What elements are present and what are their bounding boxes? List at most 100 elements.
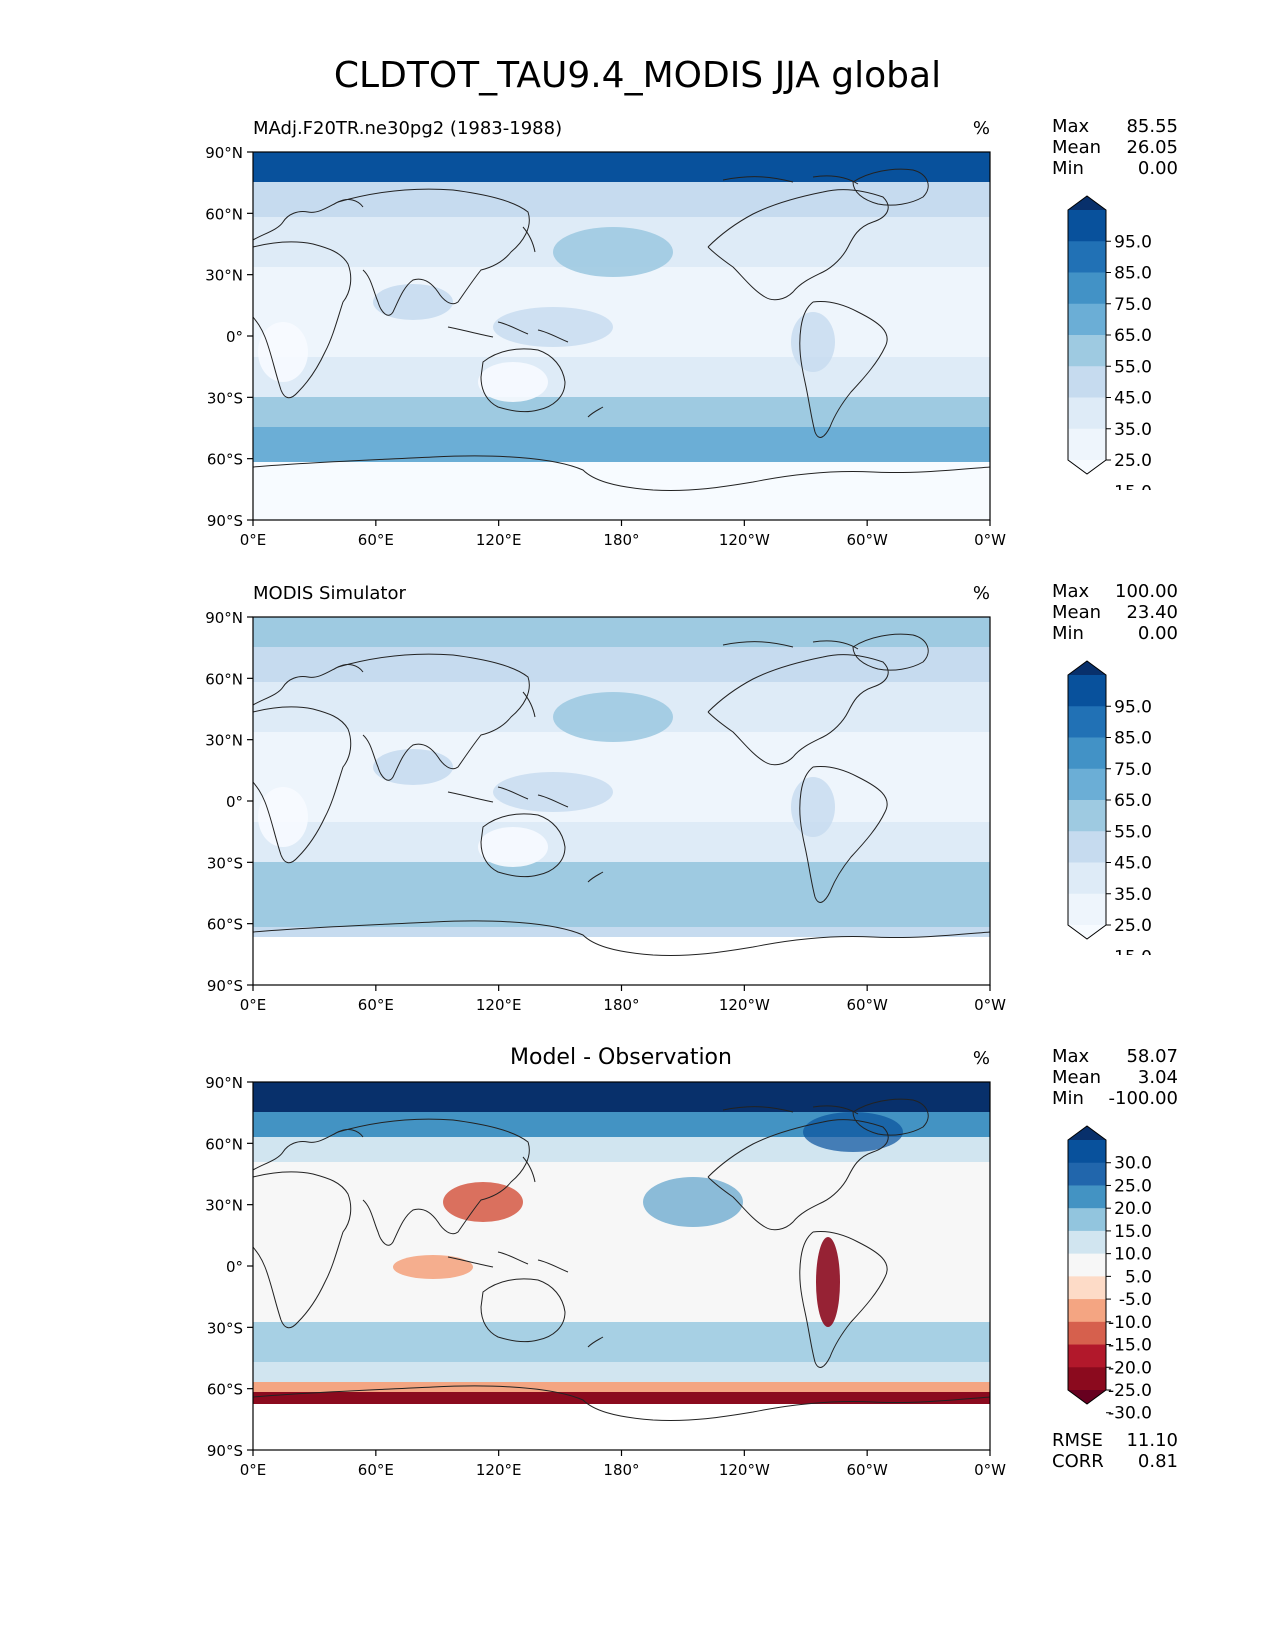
field-blob <box>373 284 453 320</box>
stat-max-value: 58.07 <box>1126 1046 1178 1067</box>
field-band <box>253 397 990 427</box>
stat-mean-label: Mean <box>1052 1067 1102 1088</box>
field-band <box>253 1404 990 1450</box>
colorbar-segment <box>1068 893 1106 926</box>
colorbar-segment <box>1068 768 1106 801</box>
field-band <box>253 617 990 647</box>
colorbar-label: 30.0 <box>1114 1154 1152 1174</box>
stat-min-value: 0.00 <box>1137 623 1178 644</box>
field-blob <box>803 1112 903 1152</box>
colorbar-segment <box>1068 800 1106 832</box>
colorbar-label: 95.0 <box>1114 697 1152 717</box>
field-blob <box>816 1237 840 1327</box>
map-panel-diff: Model - Observation % 90°N 60°N 30°N 0° 30°S… <box>205 1045 1006 1479</box>
lat-tick-label: 60°S <box>207 451 243 469</box>
lon-tick-label: 60°E <box>358 1461 394 1479</box>
panel-units: % <box>973 118 990 139</box>
corr-label: CORR <box>1052 1451 1104 1472</box>
colorbar-segment <box>1068 1162 1106 1186</box>
colorbar-segment <box>1068 1253 1106 1277</box>
lon-tick-label: 60°W <box>846 1461 888 1479</box>
field-blob <box>493 772 613 812</box>
lat-tick-label: 30°N <box>205 732 243 750</box>
colorbar-label: 15.0 <box>1114 482 1152 490</box>
colorbar-extend-bottom <box>1068 460 1106 474</box>
map-panel-model: MAdj.F20TR.ne30pg2 (1983-1988) % 90°N 60°… <box>205 118 1006 549</box>
lat-tick-label: 90°S <box>207 512 243 530</box>
map-field <box>253 1082 990 1450</box>
field-band <box>253 927 990 937</box>
colorbar-label: -5.0 <box>1119 1290 1152 1310</box>
field-blob <box>258 322 308 382</box>
lat-tick-label: 60°N <box>205 670 243 688</box>
field-band <box>253 427 990 462</box>
lon-tick-label: 0°E <box>240 996 267 1014</box>
colorbar-label: 75.0 <box>1114 760 1152 780</box>
lat-tick-label: 0° <box>226 328 243 346</box>
lat-tick-label: 30°N <box>205 1197 243 1215</box>
colorbar-extend-bottom <box>1068 1390 1106 1404</box>
colorbar-extend-bottom <box>1068 925 1106 939</box>
colorbar-label: 15.0 <box>1114 1222 1152 1242</box>
lat-tick-label: 60°N <box>205 205 243 223</box>
rmse-label: RMSE <box>1052 1430 1103 1451</box>
field-blob <box>493 307 613 347</box>
lon-tick-label: 120°E <box>476 1461 522 1479</box>
stat-mean-value: 3.04 <box>1137 1067 1178 1088</box>
lon-tick-label: 120°E <box>476 996 522 1014</box>
colorbar-model: 95.085.075.065.055.045.035.025.015.05.0 <box>1067 195 1152 490</box>
rmse-value: 11.10 <box>1126 1430 1178 1451</box>
field-band <box>253 182 990 217</box>
colorbar-label: 55.0 <box>1114 822 1152 842</box>
colorbar-segment <box>1068 1140 1106 1164</box>
stats-box-diff: Max 58.07 Mean 3.04 Min -100.00 <box>1052 1046 1178 1109</box>
colorbar-label: 25.0 <box>1114 916 1152 936</box>
field-blob <box>478 362 548 402</box>
colorbar-segment <box>1068 1321 1106 1346</box>
figure-title: CLDTOT_TAU9.4_MODIS JJA global <box>333 55 942 96</box>
panel-center-title: Model - Observation <box>510 1045 732 1070</box>
lon-tick-label: 180° <box>603 1461 639 1479</box>
colorbar-segment <box>1068 675 1106 707</box>
colorbar-label: -30.0 <box>1108 1404 1152 1420</box>
colorbar-segment <box>1068 366 1106 398</box>
colorbar-label: 65.0 <box>1114 326 1152 346</box>
stat-min-value: -100.00 <box>1108 1088 1178 1109</box>
lat-tick-label: 60°S <box>207 916 243 934</box>
colorbar-segment <box>1068 428 1106 461</box>
field-band <box>253 462 990 520</box>
lat-tick-label: 90°S <box>207 977 243 995</box>
lat-tick-label: 60°N <box>205 1135 243 1153</box>
lat-tick-label: 90°N <box>205 609 243 627</box>
field-blob <box>791 312 835 372</box>
lon-tick-label: 120°E <box>476 531 522 549</box>
lon-tick-label: 0°W <box>974 531 1006 549</box>
colorbar-label: 75.0 <box>1114 295 1152 315</box>
field-band <box>253 1362 990 1382</box>
map-field <box>253 617 990 985</box>
fit-stats: RMSE 11.10 CORR 0.81 <box>1052 1430 1178 1472</box>
lat-tick-label: 30°S <box>207 389 243 407</box>
lat-tick-label: 0° <box>226 793 243 811</box>
stat-min-value: 0.00 <box>1137 158 1178 179</box>
panel-units: % <box>973 583 990 604</box>
field-band <box>253 1082 990 1112</box>
colorbar-label: 5.0 <box>1125 1267 1152 1287</box>
lat-tick-label: 0° <box>226 1258 243 1276</box>
panel-left-title: MAdj.F20TR.ne30pg2 (1983-1988) <box>253 118 562 139</box>
field-blob <box>553 227 673 277</box>
colorbar-segment <box>1068 1299 1106 1323</box>
lat-tick-label: 60°S <box>207 1381 243 1399</box>
colorbar-label: -10.0 <box>1108 1313 1152 1333</box>
field-band <box>253 822 990 862</box>
field-band <box>253 892 990 927</box>
panel-left-title: MODIS Simulator <box>253 583 406 604</box>
stat-min-label: Min <box>1052 158 1084 179</box>
field-blob <box>443 1182 523 1222</box>
lon-tick-label: 60°E <box>358 996 394 1014</box>
colorbar-label: 25.0 <box>1114 1176 1152 1196</box>
field-band <box>253 647 990 682</box>
field-blob <box>478 827 548 867</box>
colorbar-label: -20.0 <box>1108 1358 1152 1378</box>
lon-tick-label: 0°E <box>240 531 267 549</box>
